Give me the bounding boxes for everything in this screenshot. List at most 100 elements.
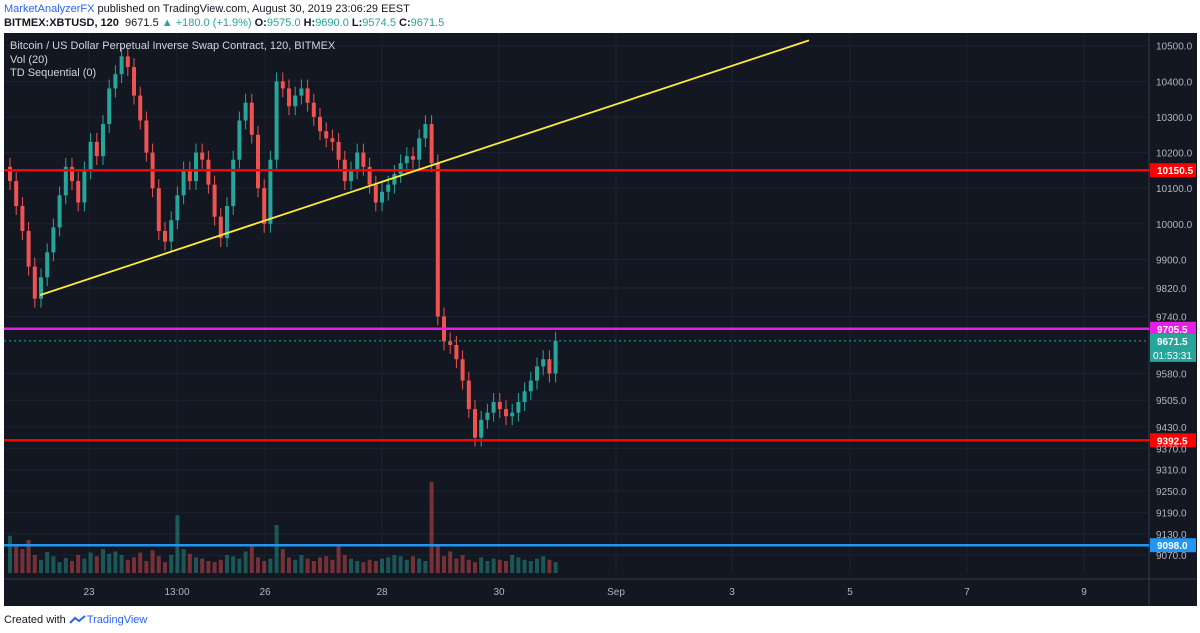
candle-body (479, 419, 484, 438)
time-tick-label: 5 (847, 587, 853, 598)
trend-line (39, 39, 810, 296)
volume-bar (516, 557, 521, 573)
publish-header: MarketAnalyzerFX published on TradingVie… (0, 0, 1200, 32)
candle-body (70, 166, 74, 182)
volume-bar (311, 561, 316, 573)
price-tick-label: 9430.0 (1156, 423, 1187, 434)
candle-body (541, 359, 546, 367)
price-axis[interactable]: 10500.0 10400.0 10300.0 10200.0 10100.0 10000… (1156, 42, 1193, 562)
close-value: 9671.5 (410, 17, 445, 29)
volume-layer (8, 481, 558, 573)
volume-bar (194, 557, 198, 573)
volume-bar (485, 561, 490, 573)
price-tick-label: 9370.0 (1156, 444, 1187, 455)
volume-bar (156, 556, 161, 573)
candle-body (460, 359, 465, 381)
volume-bar (63, 558, 68, 573)
volume-bar (442, 556, 446, 573)
volume-bar (206, 561, 211, 573)
candle-body (237, 120, 242, 160)
volume-bar (57, 562, 62, 573)
candle-body (138, 95, 143, 121)
volume-bar (522, 559, 527, 573)
candle-body (535, 366, 539, 381)
candle-body (26, 230, 31, 267)
volume-bar (491, 558, 496, 573)
price-tick-label: 9250.0 (1156, 487, 1187, 498)
price-tick-label: 10200.0 (1156, 149, 1193, 160)
volume-bar (249, 546, 254, 573)
volume-bar (181, 549, 186, 573)
tradingview-logo-icon[interactable] (69, 614, 87, 626)
candle-body (218, 216, 223, 239)
published-text: published on TradingView.com, August 30,… (97, 3, 410, 15)
tradingview-brand-link[interactable]: TradingView (86, 614, 148, 626)
publish-line: MarketAnalyzerFX published on TradingVie… (4, 3, 410, 15)
volume-indicator-label[interactable]: Vol (20) (10, 54, 48, 66)
candle-body (107, 88, 112, 125)
volume-bar (497, 559, 502, 573)
volume-bar (386, 557, 391, 573)
volume-bar (256, 557, 260, 573)
level-price-label: 10150.5 (1157, 166, 1194, 177)
time-tick-label: 30 (493, 587, 505, 598)
volume-bar (107, 553, 112, 573)
candle-body (305, 88, 310, 103)
volume-bar (429, 481, 434, 573)
time-axis[interactable]: 23 13:00 26 28 30 Sep 3 5 7 9 (83, 587, 1087, 598)
candle-body (504, 409, 508, 417)
candle-body (336, 141, 341, 160)
candle-body (212, 184, 217, 217)
candle-body (256, 134, 260, 189)
time-tick-label: 7 (964, 587, 970, 598)
price-tick-label: 10300.0 (1156, 113, 1193, 124)
candle-body (429, 124, 434, 164)
volume-bar (76, 555, 81, 573)
candle-body (113, 74, 118, 89)
candle-body (466, 380, 471, 410)
candle-body (404, 156, 409, 164)
volume-bar (435, 545, 440, 573)
chart-area[interactable]: 10150.5 9705.5 9392.5 9098.0 9671.5 01:53:31 … (4, 33, 1197, 606)
price-tick-label: 9820.0 (1156, 284, 1187, 295)
candle-body (76, 181, 81, 203)
volume-bar (169, 555, 174, 573)
candle-body (497, 401, 502, 410)
volume-bar (373, 561, 378, 573)
candle-body (547, 359, 552, 374)
volume-bar (547, 559, 552, 573)
price-tick-label: 9505.0 (1156, 396, 1187, 407)
grid-layer (4, 33, 1197, 606)
volume-bar (113, 551, 118, 573)
candle-body (380, 191, 384, 203)
price-tick-label: 9900.0 (1156, 255, 1187, 266)
candle-body (318, 116, 322, 132)
level-price-badge (1150, 433, 1196, 448)
change-text: +180.0 (+1.9%) (175, 17, 252, 29)
price-tick-label: 9740.0 (1156, 312, 1187, 323)
volume-bar (411, 556, 415, 573)
volume-bar (39, 559, 43, 573)
candle-body (225, 206, 229, 239)
time-tick-label: 13:00 (164, 587, 189, 598)
candle-body (435, 163, 440, 317)
td-sequential-label[interactable]: TD Sequential (0) (10, 67, 96, 79)
author-link[interactable]: MarketAnalyzerFX (4, 3, 95, 15)
price-chart[interactable]: 10150.59705.59392.59098.09671.501:53:31 … (4, 33, 1197, 606)
open-label: O: (254, 17, 267, 29)
candle-body (485, 412, 490, 420)
volume-bar (293, 559, 298, 573)
open-value: 9575.0 (266, 17, 301, 29)
candle-body (324, 131, 329, 139)
candle-body (398, 163, 403, 174)
candle-body (249, 102, 254, 135)
candle-body (528, 380, 533, 392)
candle-body (194, 152, 198, 182)
candle-body (280, 81, 285, 89)
volume-bar (318, 557, 322, 573)
volume-bar (423, 561, 428, 573)
candle-body (268, 159, 273, 224)
candle-body (181, 170, 186, 196)
volume-bar (237, 558, 242, 573)
price-tick-label: 9190.0 (1156, 508, 1187, 519)
